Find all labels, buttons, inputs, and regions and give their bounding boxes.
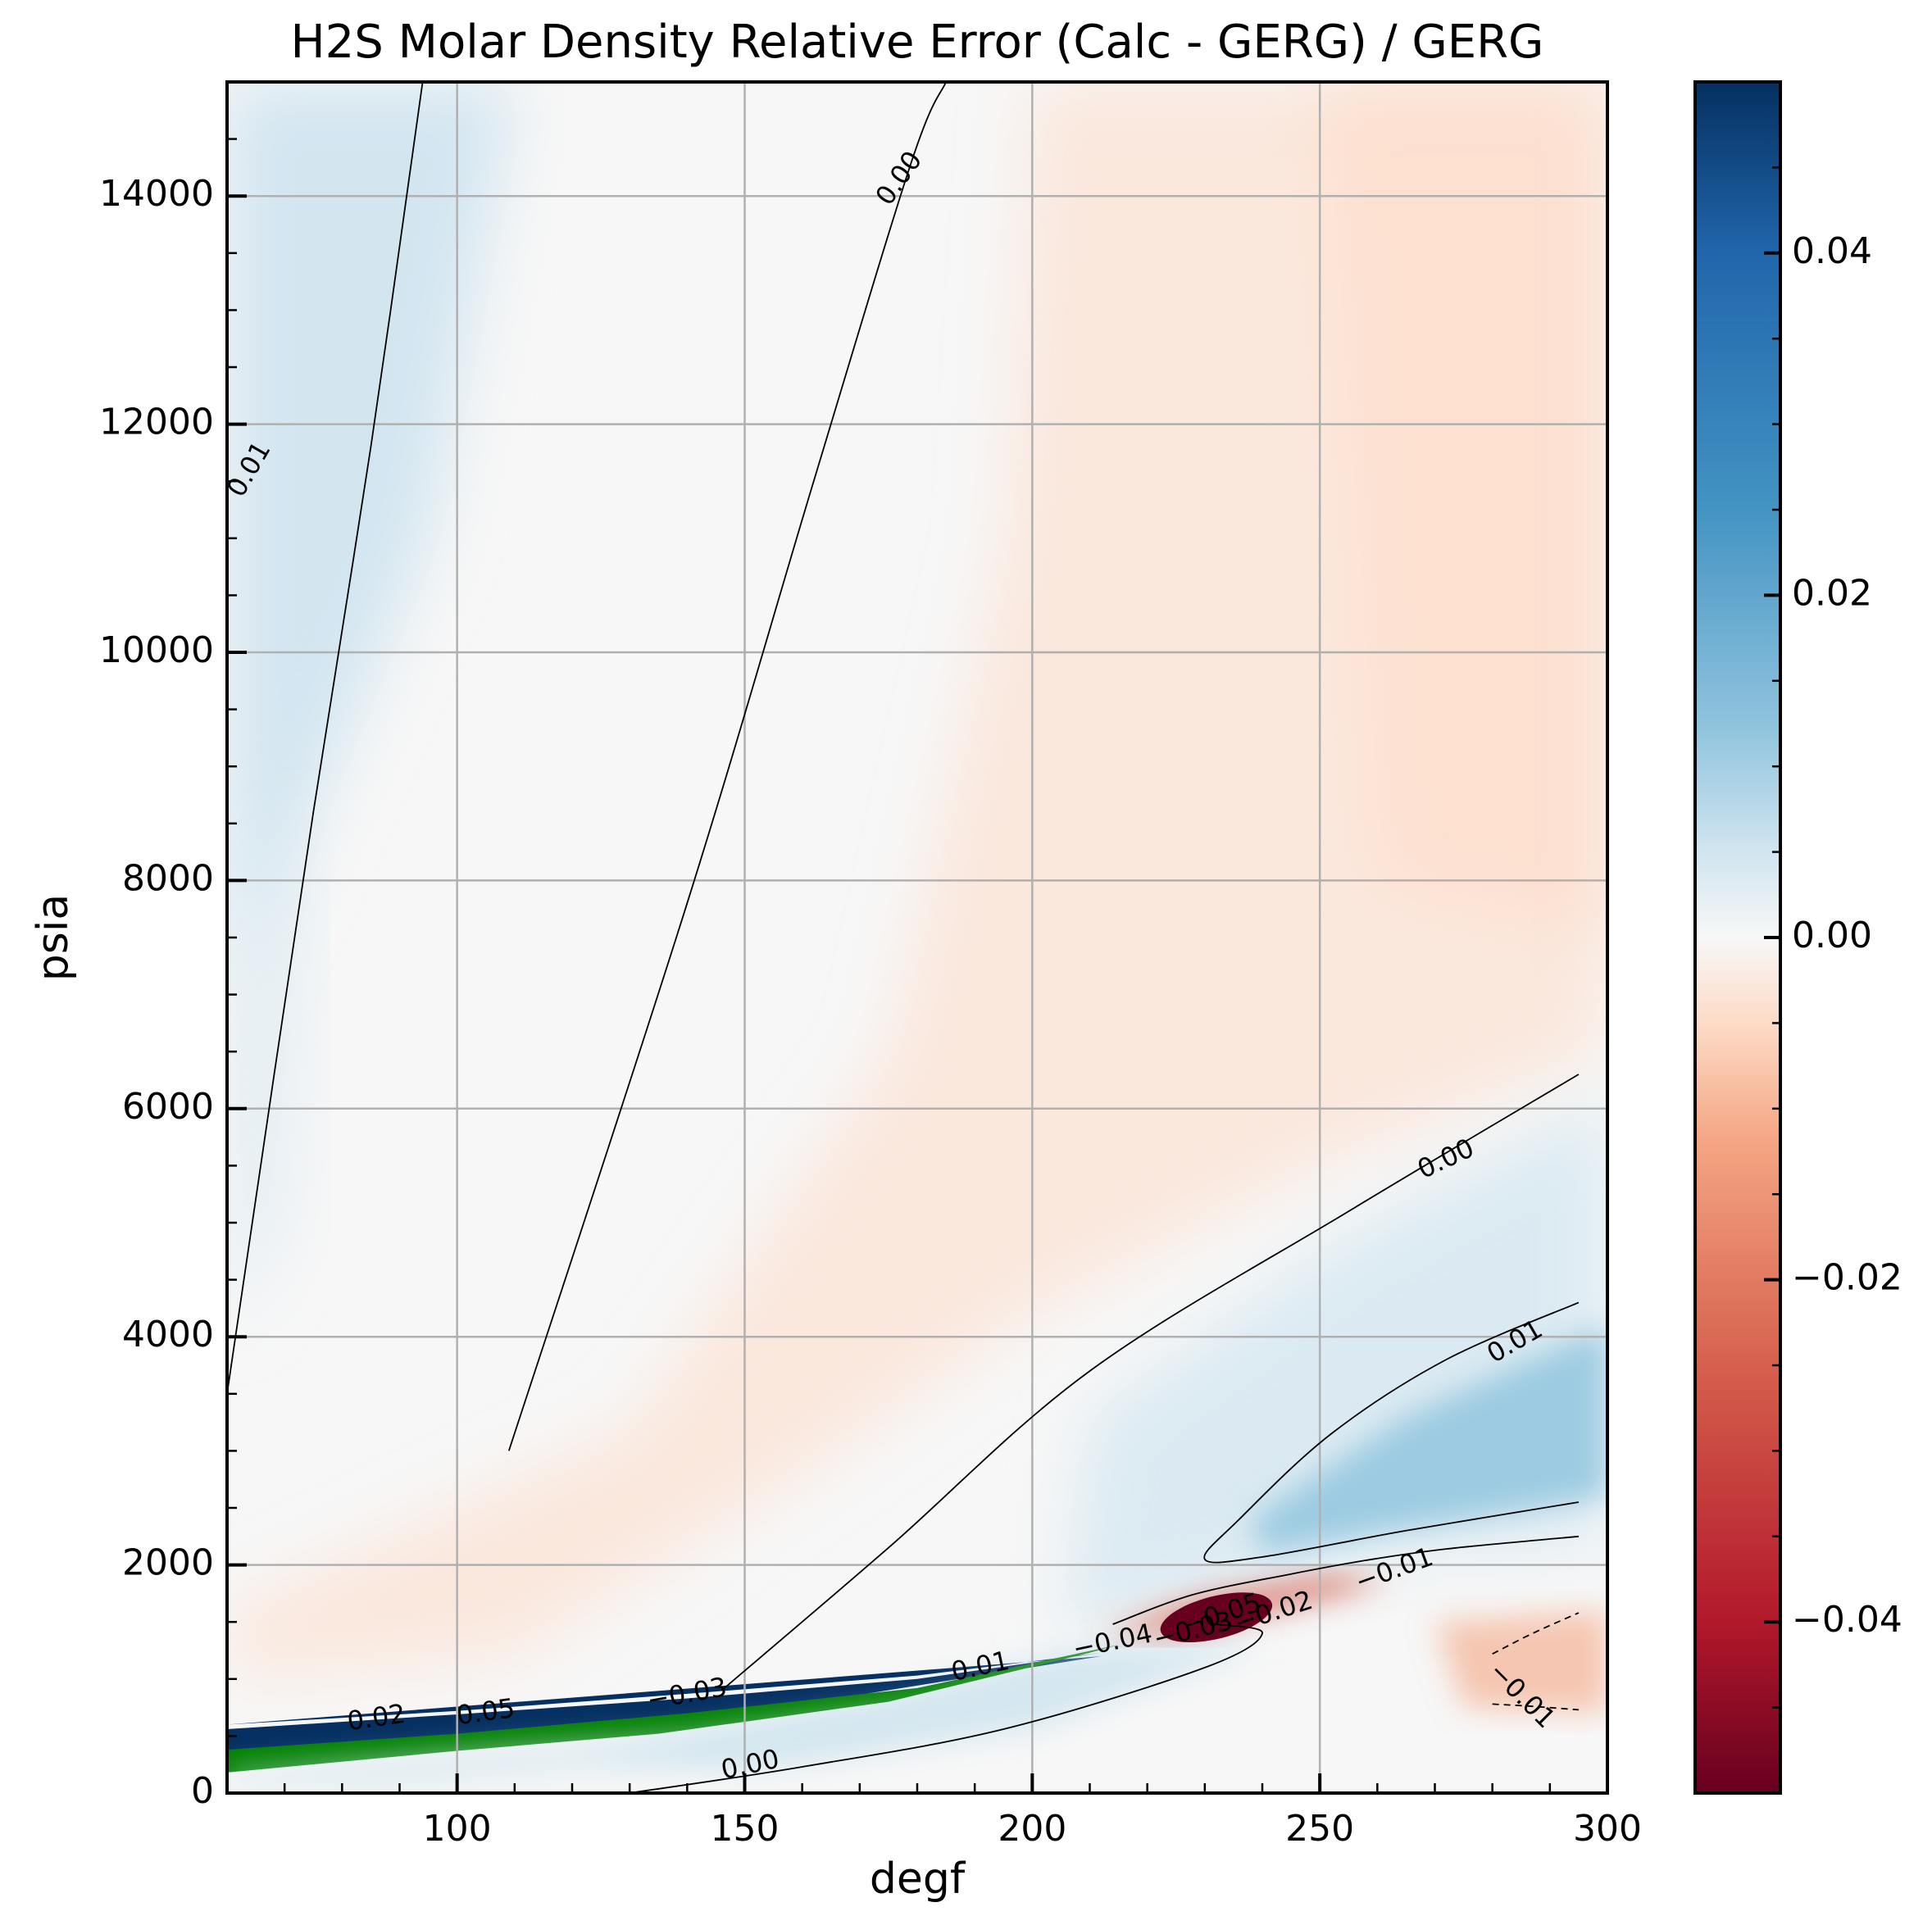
two-phase-band: [227, 1645, 1119, 1773]
colorbar-tick-label: 0.00: [1792, 915, 1872, 956]
colorbar-tick-label: 0.04: [1792, 230, 1872, 272]
x-tick-label: 150: [711, 1808, 780, 1850]
y-tick-label: 8000: [122, 857, 214, 899]
heatmap-field: [227, 82, 1607, 1793]
y-tick-label: 0: [191, 1770, 214, 1812]
halo-region: [227, 1635, 1262, 1789]
contour-line: [1112, 1535, 1579, 1625]
x-axis-label: degf: [870, 1855, 966, 1904]
x-tick-label: 100: [423, 1808, 492, 1850]
y-tick-label: 10000: [99, 629, 214, 671]
y-tick-label: 2000: [122, 1542, 214, 1584]
field-region: [227, 811, 314, 1337]
positive-error-band: [227, 1652, 1102, 1759]
contour-line: [721, 1074, 1580, 1691]
contour-line: [227, 82, 424, 1394]
field-region: [1251, 1325, 1607, 1554]
colorbar-ticks: 0.04 0.02 0.00 −0.02 −0.04: [1764, 166, 1902, 1709]
x-tick-label: 200: [998, 1808, 1066, 1850]
chart-title: H2S Molar Density Relative Error (Calc -…: [291, 16, 1544, 69]
x-tick-label: 300: [1573, 1808, 1642, 1850]
contour-line: [1492, 1703, 1579, 1711]
contour-line: [1492, 1612, 1580, 1655]
field-region: [1434, 1610, 1607, 1714]
field-region: [1320, 82, 1607, 938]
colorbar-tick-label: 0.02: [1792, 572, 1872, 614]
y-tick-label: 4000: [122, 1314, 214, 1355]
y-tick-label: 12000: [99, 402, 214, 443]
contour-line: [1203, 1301, 1580, 1564]
field-region: [227, 82, 1607, 1679]
y-tick-label: 6000: [122, 1086, 214, 1128]
y-axis-label: psia: [29, 894, 78, 981]
grid-lines: [227, 82, 1607, 1793]
colorbar: 0.04 0.02 0.00 −0.02 −0.04: [1693, 80, 1902, 1795]
contour-line: [630, 1623, 1263, 1793]
contour-lines: [227, 82, 1580, 1793]
colorbar-tick-label: −0.04: [1792, 1599, 1902, 1641]
colorbar-tick-label: −0.02: [1792, 1257, 1902, 1299]
field-region: [227, 82, 515, 995]
y-tick-label: 14000: [99, 173, 214, 215]
contour-line: [507, 82, 947, 1451]
x-axis-ticks: 100 150 200 250 300: [283, 1773, 1642, 1850]
y-axis-ticks: 0 2000 4000 6000 8000 10000 12000 14000: [99, 138, 247, 1812]
x-tick-label: 250: [1285, 1808, 1354, 1850]
negative-error-spot: [1160, 1592, 1273, 1643]
